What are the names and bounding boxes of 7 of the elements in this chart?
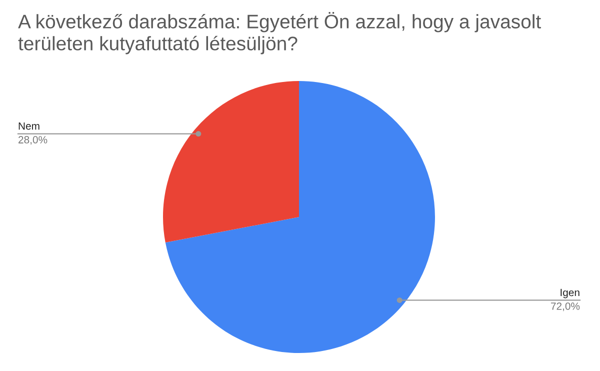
- slice-label: Nem: [18, 122, 40, 130]
- pie-slice: [163, 81, 299, 242]
- slice-label: Igen: [560, 288, 580, 298]
- data-label: 28,0%: [18, 136, 48, 145]
- data-label: 72,0%: [551, 302, 580, 312]
- chart-title: A következő darabszáma: Egyetért Ön azzal, hogy a javasolt területen kutyafuttató létesüljön?: [18, 12, 541, 54]
- pie-slice: [165, 81, 435, 353]
